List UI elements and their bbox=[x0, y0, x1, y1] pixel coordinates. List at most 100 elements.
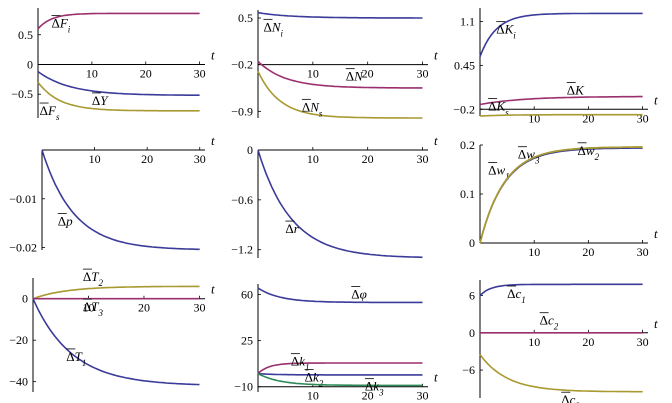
x-axis-label: t bbox=[654, 226, 658, 241]
chart-panel-3: 10 20 30 1.1 0.45 −0.2 t ΔKi ΔKs ΔK bbox=[453, 8, 658, 125]
series-label: Δp bbox=[58, 214, 73, 229]
y-tick-label: −0.2 bbox=[453, 102, 475, 116]
series-label: ΔN bbox=[346, 69, 364, 84]
x-tick-label: 30 bbox=[417, 389, 429, 403]
y-tick-label: −40 bbox=[9, 375, 28, 389]
series-line-2-2 bbox=[257, 60, 423, 89]
series-label: ΔKi bbox=[496, 22, 516, 41]
x-tick-label: 10 bbox=[528, 245, 540, 259]
y-tick-label: 0.45 bbox=[454, 58, 475, 72]
y-tick-label: 6 bbox=[469, 289, 475, 303]
series-label: ΔK bbox=[567, 82, 585, 97]
series-label: Δk2 bbox=[305, 369, 324, 388]
y-tick-label: 0.5 bbox=[238, 11, 253, 25]
series-line-1-2 bbox=[37, 70, 200, 96]
x-tick-label: 10 bbox=[307, 389, 319, 403]
series-line-1-1 bbox=[37, 12, 200, 30]
y-tick-label: 0 bbox=[469, 236, 475, 250]
series-line-7-3 bbox=[32, 298, 200, 386]
y-tick-label: 25 bbox=[241, 334, 253, 348]
series-label: Δc3 bbox=[561, 392, 580, 403]
series-label: ΔFs bbox=[40, 103, 60, 122]
series-label: Δk3 bbox=[365, 379, 384, 398]
series-line-6-3 bbox=[479, 146, 643, 244]
x-tick-label: 20 bbox=[582, 335, 594, 349]
x-tick-label: 20 bbox=[138, 301, 150, 315]
x-tick-label: 10 bbox=[82, 301, 94, 315]
series-line-5-1 bbox=[257, 149, 423, 259]
x-tick-label: 20 bbox=[362, 67, 374, 81]
series-label: ΔNi bbox=[263, 19, 283, 38]
y-tick-label: 0.1 bbox=[460, 187, 475, 201]
x-tick-label: 20 bbox=[582, 245, 594, 259]
x-tick-label: 20 bbox=[362, 152, 374, 166]
y-tick-label: −0.5 bbox=[11, 87, 33, 101]
y-tick-label: 0 bbox=[247, 143, 253, 157]
x-axis-label: t bbox=[434, 370, 438, 385]
x-tick-label: 10 bbox=[86, 66, 98, 80]
series-label: Δr bbox=[285, 221, 299, 236]
series-label: Δφ bbox=[351, 286, 367, 301]
series-line-4-1 bbox=[41, 149, 200, 251]
chart-panel-2: 10 20 30 0.5 −0.2 −0.9 t ΔNi ΔN ΔNs bbox=[231, 10, 438, 119]
x-tick-label: 10 bbox=[307, 152, 319, 166]
x-tick-label: 20 bbox=[582, 111, 594, 125]
x-tick-label: 30 bbox=[637, 335, 649, 349]
series-label: Δc1 bbox=[507, 286, 526, 305]
series-label: Δw2 bbox=[578, 143, 600, 162]
y-tick-label: −0.9 bbox=[231, 104, 253, 118]
x-tick-label: 30 bbox=[417, 67, 429, 81]
x-tick-label: 20 bbox=[141, 152, 153, 166]
series-line-9-3 bbox=[479, 354, 643, 393]
x-tick-label: 20 bbox=[362, 389, 374, 403]
series-label: ΔNs bbox=[302, 99, 323, 118]
series-label: ΔY bbox=[92, 93, 109, 108]
chart-panel-1: 10 20 30 0.5 0 −0.5 t ΔFi ΔY ΔFs bbox=[11, 8, 215, 122]
chart-panel-4: 10 20 30 −0.01 −0.02 t Δp bbox=[9, 133, 215, 255]
x-axis-label: t bbox=[434, 133, 438, 148]
x-axis-label: t bbox=[211, 282, 215, 297]
y-tick-label: −1.2 bbox=[231, 243, 253, 257]
series-line-2-3 bbox=[257, 70, 423, 119]
x-tick-label: 20 bbox=[140, 66, 152, 80]
series-label: ΔKs bbox=[488, 99, 509, 118]
y-tick-label: 0 bbox=[469, 326, 475, 340]
chart-panel-6: 10 20 30 0.2 0.1 0 t Δw1 Δw3 Δw2 bbox=[460, 138, 658, 259]
series-line-3-1 bbox=[479, 12, 643, 57]
y-tick-label: −0.2 bbox=[231, 58, 253, 72]
series-line-8-4 bbox=[257, 372, 423, 387]
x-tick-label: 30 bbox=[193, 301, 205, 315]
x-tick-label: 10 bbox=[89, 152, 101, 166]
series-label: ΔFi bbox=[51, 16, 70, 35]
y-tick-label: 0 bbox=[22, 292, 28, 306]
y-tick-label: −0.02 bbox=[9, 241, 37, 255]
series-label: Δw1 bbox=[488, 162, 510, 181]
x-tick-label: 10 bbox=[528, 335, 540, 349]
series-label: Δc2 bbox=[540, 313, 559, 332]
x-axis-label: t bbox=[211, 47, 215, 62]
y-tick-label: −0.01 bbox=[9, 192, 37, 206]
y-tick-label: −0.6 bbox=[231, 193, 253, 207]
x-tick-label: 30 bbox=[637, 245, 649, 259]
series-label: Δk1 bbox=[291, 354, 310, 373]
series-label: ΔT1 bbox=[66, 349, 86, 368]
x-tick-label: 30 bbox=[194, 152, 206, 166]
series-line-2-1 bbox=[257, 11, 423, 19]
x-tick-label: 30 bbox=[417, 152, 429, 166]
x-tick-label: 30 bbox=[194, 66, 206, 80]
series-label: Δw3 bbox=[518, 147, 540, 166]
chart-panel-7: 10 20 30 0 −20 −40 t ΔT2 ΔT3 ΔT1 bbox=[9, 268, 215, 392]
x-tick-label: 10 bbox=[528, 111, 540, 125]
series-line-9-1 bbox=[479, 283, 643, 297]
y-tick-label: −6 bbox=[462, 363, 475, 377]
y-tick-label: −10 bbox=[234, 380, 253, 394]
series-line-8-2 bbox=[257, 362, 423, 375]
y-tick-label: 0 bbox=[27, 57, 33, 71]
chart-panel-5: 10 20 30 0 −0.6 −1.2 t Δr bbox=[231, 133, 438, 259]
series-line-3-2 bbox=[479, 95, 643, 106]
series-line-1-3 bbox=[37, 81, 200, 112]
x-tick-label: 30 bbox=[637, 111, 649, 125]
x-axis-label: t bbox=[211, 133, 215, 148]
